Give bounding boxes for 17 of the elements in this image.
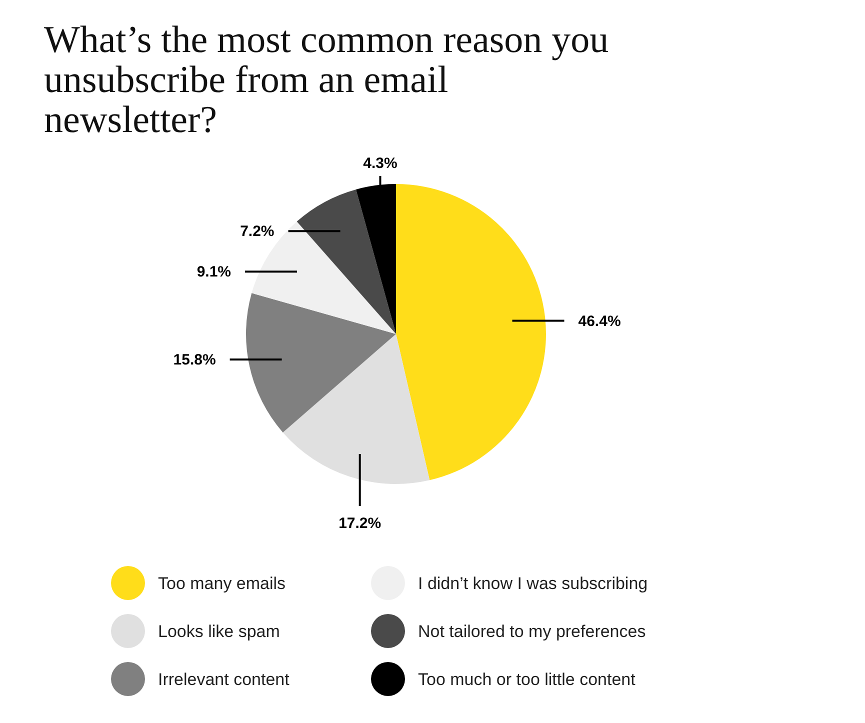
data-label: 15.8% (173, 352, 216, 369)
data-label: 46.4% (578, 312, 621, 330)
data-label: 4.3% (363, 155, 398, 172)
legend-label: I didn’t know I was subscribing (418, 574, 648, 593)
pie-slice (282, 334, 430, 484)
pie-slice (296, 189, 396, 334)
pie-slice (246, 293, 396, 432)
pie-slice (396, 184, 546, 480)
legend-label: Too much or too little content (418, 670, 636, 689)
legend-label: Looks like spam (158, 622, 280, 641)
legend-label: Irrelevant content (158, 670, 290, 689)
legend-label: Too many emails (158, 574, 286, 593)
data-label: 7.2% (240, 223, 274, 240)
data-label: 17.2% (338, 515, 382, 532)
data-label: 9.1% (196, 264, 232, 281)
chart-title: What’s the most common reason you unsubscribe from an email newsletter? (44, 19, 609, 141)
legend-label: Not tailored to my preferences (418, 622, 646, 641)
